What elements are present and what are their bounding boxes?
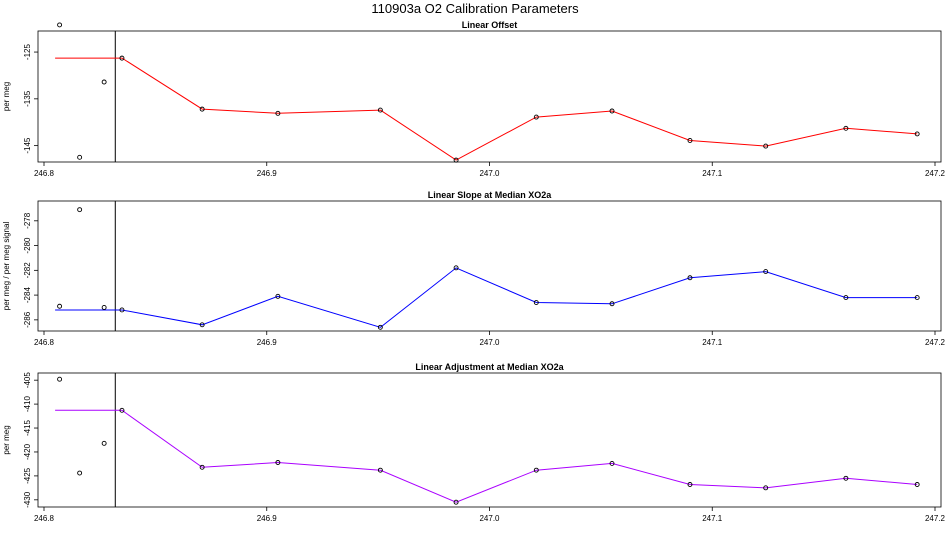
data-point xyxy=(914,295,920,301)
x-tick-label: 247.2 xyxy=(925,169,946,178)
data-point xyxy=(533,467,539,473)
outlier-point xyxy=(57,376,63,382)
outlier-point xyxy=(77,207,83,213)
data-point xyxy=(377,467,383,473)
data-point xyxy=(453,265,459,271)
outlier-point xyxy=(77,154,83,160)
x-tick-label: 247.0 xyxy=(479,169,500,178)
y-tick-label: -425 xyxy=(23,467,32,484)
data-point xyxy=(119,407,125,413)
y-tick-label: -284 xyxy=(23,287,32,304)
data-point xyxy=(377,324,383,330)
x-tick-label: 247.0 xyxy=(479,338,500,347)
x-tick-label: 246.8 xyxy=(34,514,55,523)
data-point xyxy=(199,106,205,112)
y-tick-label: -286 xyxy=(23,311,32,328)
x-tick-label: 247.1 xyxy=(702,169,723,178)
chart-panel-2: Linear Slope at Median XO2a 246.8 246.9 247… xyxy=(2,190,946,347)
y-tick-label: -430 xyxy=(23,491,32,508)
data-point xyxy=(119,307,125,313)
y-tick-label: -420 xyxy=(23,443,32,460)
outlier-point xyxy=(57,22,63,28)
data-point xyxy=(275,110,281,116)
data-point xyxy=(609,461,615,466)
outlier-point xyxy=(77,470,83,476)
data-point xyxy=(914,131,920,137)
data-point xyxy=(609,108,615,114)
data-point xyxy=(914,482,920,487)
y-tick-label: -278 xyxy=(23,212,32,229)
data-point xyxy=(843,295,849,301)
outlier-point xyxy=(57,303,63,309)
x-tick-label: 247.2 xyxy=(925,338,946,347)
data-point xyxy=(119,55,125,61)
y-tick-label: -145 xyxy=(23,137,32,154)
y-axis-label: per meg / per meg signal xyxy=(2,222,11,311)
panel-title: Linear Offset xyxy=(462,20,518,30)
data-point xyxy=(533,114,539,120)
y-axis-label: per meg xyxy=(2,82,11,111)
data-point xyxy=(687,482,693,487)
outlier-point xyxy=(101,440,107,446)
y-axis-label: per meg xyxy=(2,425,11,454)
panel-title: Linear Slope at Median XO2a xyxy=(428,190,553,200)
x-tick-label: 247.2 xyxy=(925,514,946,523)
data-point xyxy=(453,157,459,163)
data-point xyxy=(199,322,205,328)
series-line xyxy=(55,409,918,503)
outlier-point xyxy=(101,305,107,310)
data-point xyxy=(763,485,769,491)
data-point xyxy=(533,300,539,305)
x-tick-label: 246.9 xyxy=(257,514,278,523)
y-tick-label: -125 xyxy=(23,43,32,60)
main-title: 110903a O2 Calibration Parameters xyxy=(371,1,579,16)
data-point xyxy=(687,275,693,281)
y-tick-label: -410 xyxy=(23,396,32,413)
data-point xyxy=(843,475,849,481)
x-tick-label: 246.9 xyxy=(257,338,278,347)
data-point xyxy=(377,107,383,113)
y-tick-label: -135 xyxy=(23,90,32,107)
outlier-point xyxy=(101,79,107,85)
panel-title: Linear Adjustment at Median XO2a xyxy=(415,362,564,372)
data-point xyxy=(843,125,849,131)
plot-frame xyxy=(37,200,942,332)
x-tick-label: 247.0 xyxy=(479,514,500,523)
data-point xyxy=(687,138,693,143)
data-point xyxy=(453,499,459,505)
series-line xyxy=(55,57,918,161)
data-point xyxy=(763,143,769,149)
y-tick-label: -415 xyxy=(23,419,32,436)
y-tick-label: -405 xyxy=(23,372,32,389)
plot-frame xyxy=(37,372,942,508)
y-tick-label: -280 xyxy=(23,237,32,254)
data-point xyxy=(199,464,205,470)
data-point xyxy=(609,301,615,307)
data-point xyxy=(763,269,769,275)
data-point xyxy=(275,293,281,299)
y-tick-label: -282 xyxy=(23,262,32,279)
x-tick-label: 247.1 xyxy=(702,338,723,347)
x-tick-label: 246.9 xyxy=(257,169,278,178)
data-point xyxy=(275,460,281,465)
series-line xyxy=(55,267,918,328)
x-tick-label: 247.1 xyxy=(702,514,723,523)
x-tick-label: 246.8 xyxy=(34,338,55,347)
chart-panel-3: Linear Adjustment at Median XO2a 246.8 246… xyxy=(2,362,946,523)
chart-panel-1: Linear Offset 246.8 246.9 247.0 247.1 247.2 -1… xyxy=(2,20,946,178)
x-tick-label: 246.8 xyxy=(34,169,55,178)
